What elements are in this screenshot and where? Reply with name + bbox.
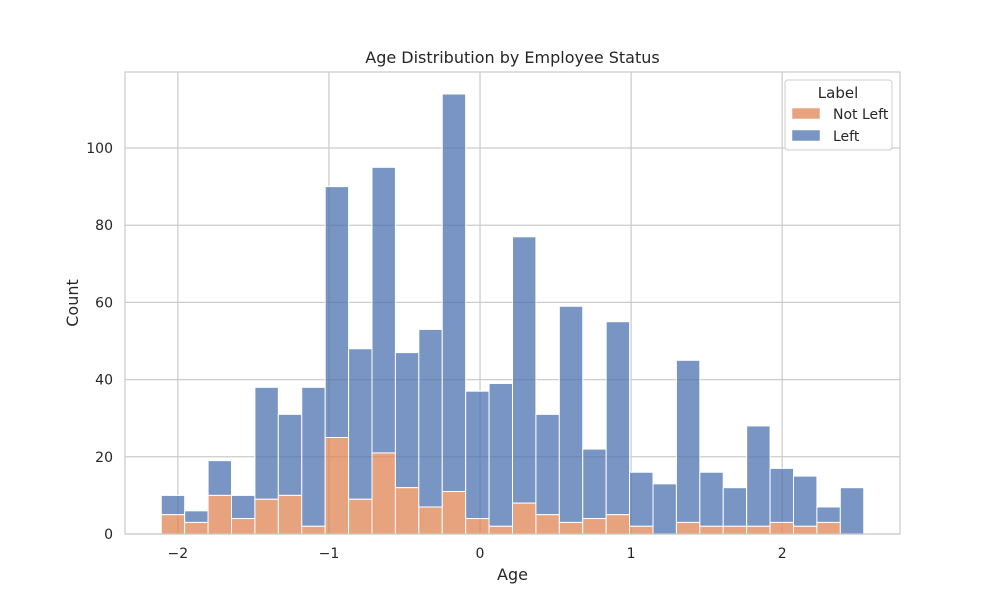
x-tick-label: 2 [778, 546, 787, 562]
bar-not-left [160, 514, 186, 535]
bar-left [231, 494, 256, 520]
bars [160, 93, 865, 535]
bar-not-left [792, 525, 818, 535]
bar-left [746, 425, 771, 527]
bar-not-left [675, 521, 701, 535]
bar-not-left [629, 525, 654, 535]
bar-not-left [301, 525, 326, 535]
bar-not-left [746, 525, 771, 535]
bar-left [769, 467, 794, 523]
bar-not-left [441, 491, 467, 535]
bar-left [652, 483, 677, 535]
bar-left [558, 305, 584, 523]
plot-frame [124, 71, 901, 535]
bar-left [605, 321, 631, 516]
bar-left [816, 506, 841, 523]
x-tick-label: 1 [627, 546, 636, 562]
grid-lines [125, 72, 900, 535]
bar-left [488, 382, 514, 527]
y-axis-label: Count [63, 279, 82, 327]
y-tick-labels: 0 20 40 60 80 100 [86, 141, 113, 543]
bar-left [675, 359, 701, 523]
bar-not-left [418, 506, 443, 535]
legend-swatch-not-left [791, 107, 821, 120]
bar-not-left [512, 502, 537, 535]
legend-label-not-left: Not Left [833, 107, 889, 123]
bar-not-left [394, 487, 420, 535]
bar-left [207, 460, 233, 496]
bar-not-left [488, 525, 514, 535]
bar-left [184, 510, 209, 523]
y-tick-label: 60 [95, 295, 113, 311]
y-tick-label: 40 [95, 373, 113, 389]
bar-not-left [277, 494, 303, 535]
legend-title: Label [818, 84, 858, 102]
bar-left [254, 386, 279, 500]
bar-not-left [371, 452, 396, 535]
bar-left [465, 390, 490, 520]
bar-not-left [324, 437, 350, 535]
x-axis-label: Age [497, 565, 528, 584]
bar-not-left [722, 525, 748, 535]
bar-left [348, 348, 373, 500]
bar-left [582, 448, 607, 520]
bar-left [418, 328, 443, 508]
bar-not-left [769, 521, 794, 535]
bar-not-left [231, 518, 256, 535]
bar-left [699, 471, 724, 527]
x-tick-label: 0 [476, 546, 485, 562]
legend-label-left: Left [833, 129, 860, 145]
legend-swatch-left [791, 129, 821, 142]
legend: Label Not Left Left [784, 79, 893, 151]
bar-left [301, 386, 326, 527]
x-tick-label: −2 [168, 546, 189, 562]
y-tick-label: 100 [86, 141, 113, 157]
y-tick-label: 20 [95, 450, 113, 466]
chart-title: Age Distribution by Employee Status [365, 48, 659, 67]
bar-not-left [184, 521, 209, 535]
bar-left [535, 413, 560, 516]
bar-left [722, 487, 748, 527]
bar-left [324, 186, 350, 439]
bar-not-left [254, 498, 279, 535]
bar-left [512, 236, 537, 504]
bar-left [371, 166, 396, 454]
bar-left [792, 475, 818, 527]
bar-left [629, 471, 654, 527]
bar-not-left [582, 518, 607, 535]
x-tick-labels: −2 −1 0 1 2 [168, 546, 787, 562]
bar-left [277, 413, 303, 496]
bar-left [160, 494, 186, 516]
bar-left [394, 352, 420, 489]
bar-left [441, 93, 467, 493]
bar-not-left [816, 521, 841, 535]
bar-not-left [348, 498, 373, 535]
bar-not-left [465, 518, 490, 535]
bar-left [839, 487, 865, 535]
y-tick-label: 0 [104, 527, 113, 543]
bar-not-left [605, 514, 631, 535]
x-tick-label: −1 [319, 546, 340, 562]
y-tick-label: 80 [95, 218, 113, 234]
bar-not-left [558, 521, 584, 535]
bar-not-left [207, 494, 233, 535]
bar-not-left [535, 514, 560, 535]
bar-not-left [699, 525, 724, 535]
